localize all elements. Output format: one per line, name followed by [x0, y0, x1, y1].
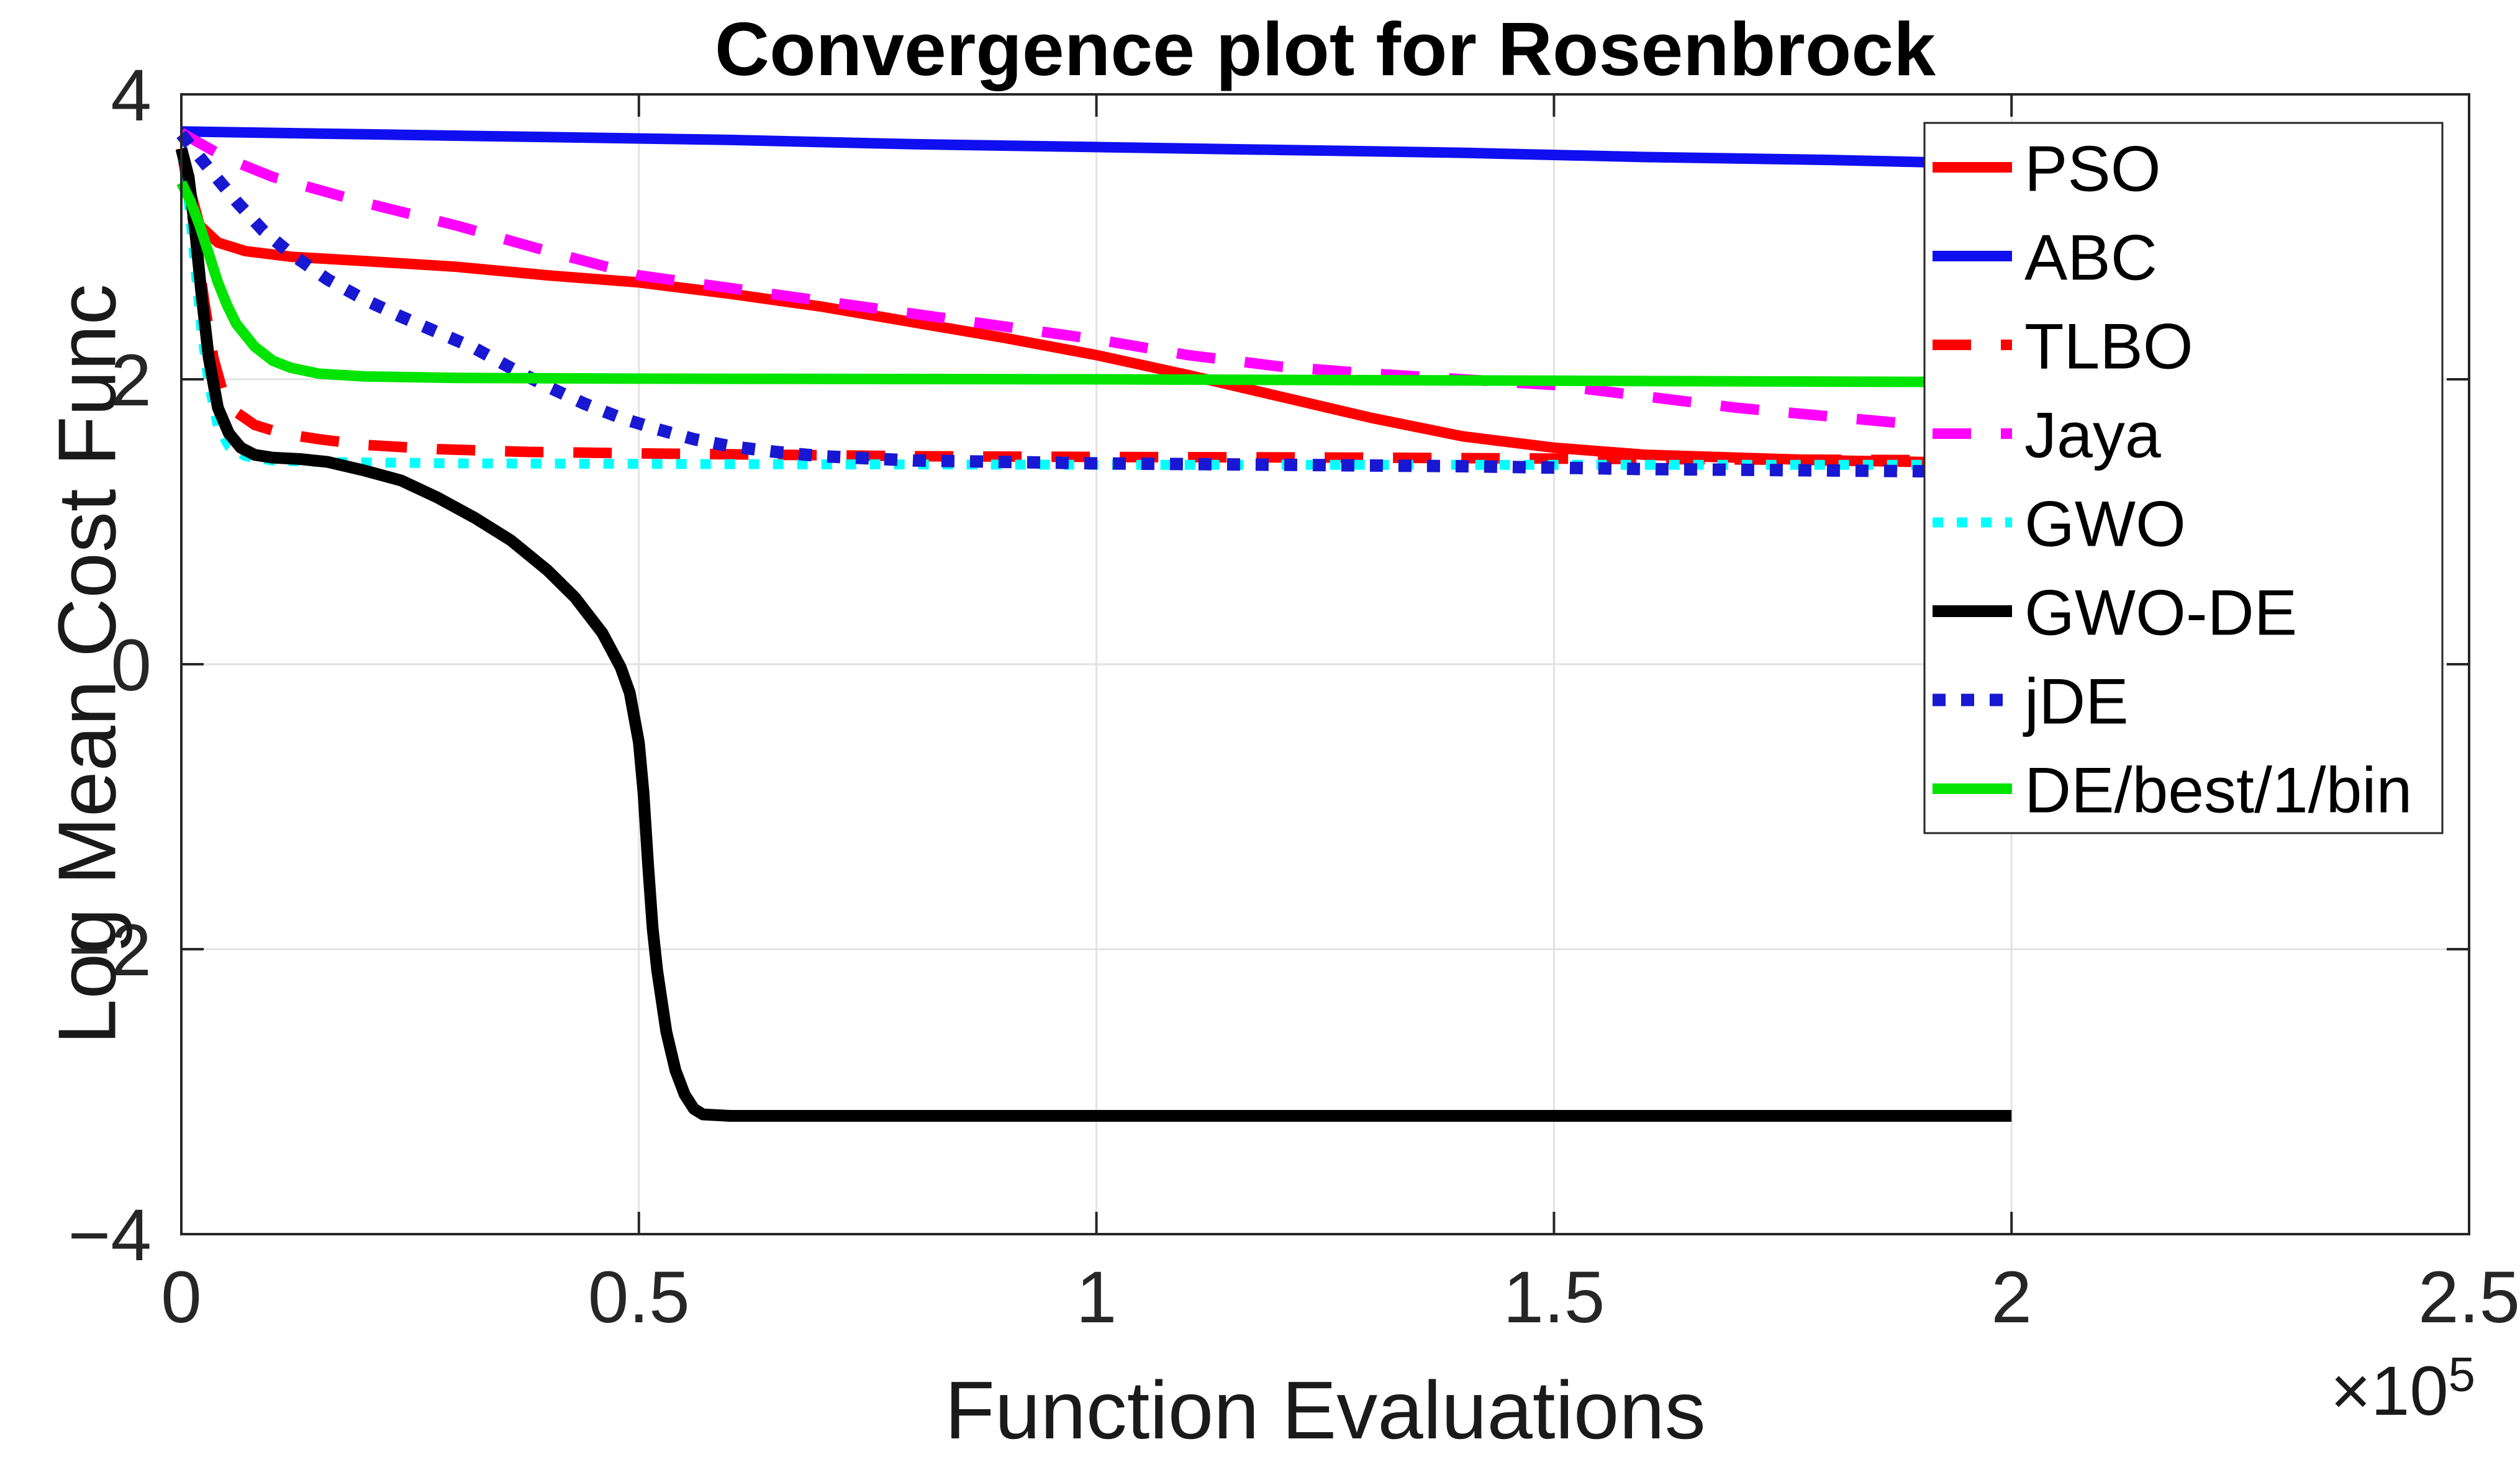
- y-axis-label: Log Mean Cost Func: [41, 284, 133, 1045]
- y-tick-label: 4: [111, 55, 152, 137]
- series-gwo-de: [175, 147, 2012, 1122]
- legend-label-abc: ABC: [2024, 222, 2157, 294]
- x-tick-label: 0.5: [588, 1256, 690, 1338]
- series-jde: [176, 130, 2012, 479]
- chart-title: Convergence plot for Rosenbrock: [715, 7, 1936, 91]
- y-tick-label: −4: [68, 1194, 152, 1276]
- plot-border: [180, 93, 2470, 1235]
- y-tick-label: −2: [68, 909, 152, 991]
- x-tick-label: 2: [1991, 1256, 2032, 1338]
- series-de-best-1-bin: [176, 180, 2012, 388]
- tick-labels: 0 0.5 1 1.5 2 2.5 4 2 0 −2 −4: [68, 55, 2520, 1338]
- x-axis-label: Function Evaluations: [945, 1365, 1706, 1456]
- multiplier-base: ×10: [2330, 1352, 2449, 1430]
- x-tick-label: 2.5: [2418, 1256, 2520, 1338]
- legend-box: [1923, 122, 2444, 834]
- legend-label-de-best-1-bin: DE/best/1/bin: [2024, 755, 2412, 827]
- series-lines: [175, 126, 2012, 1122]
- x-tick-label: 0: [161, 1256, 202, 1338]
- y-tick-label: 0: [111, 625, 152, 706]
- series-jaya: [178, 128, 2012, 439]
- x-tick-label: 1.5: [1503, 1256, 1605, 1338]
- legend-label-pso: PSO: [2024, 133, 2161, 205]
- legend-label-tlbo: TLBO: [2024, 311, 2193, 383]
- x-axis-multiplier: ×105: [2330, 1350, 2475, 1431]
- y-tick-label: 2: [111, 340, 152, 422]
- x-tick-label: 1: [1076, 1256, 1117, 1338]
- legend-label-jaya: Jaya: [2024, 400, 2161, 472]
- legend-label-gwo-de: GWO-DE: [2024, 577, 2297, 649]
- series-abc: [181, 126, 2012, 169]
- series-pso: [176, 150, 2012, 469]
- legend-label-gwo: GWO: [2024, 489, 2186, 561]
- legend-label-jde: jDE: [2023, 666, 2129, 738]
- multiplier-exponent: 5: [2448, 1346, 2475, 1402]
- legend: PSO ABC TLBO Jaya GWO GWO-DE jDE DE/best/1/bin: [1923, 122, 2444, 834]
